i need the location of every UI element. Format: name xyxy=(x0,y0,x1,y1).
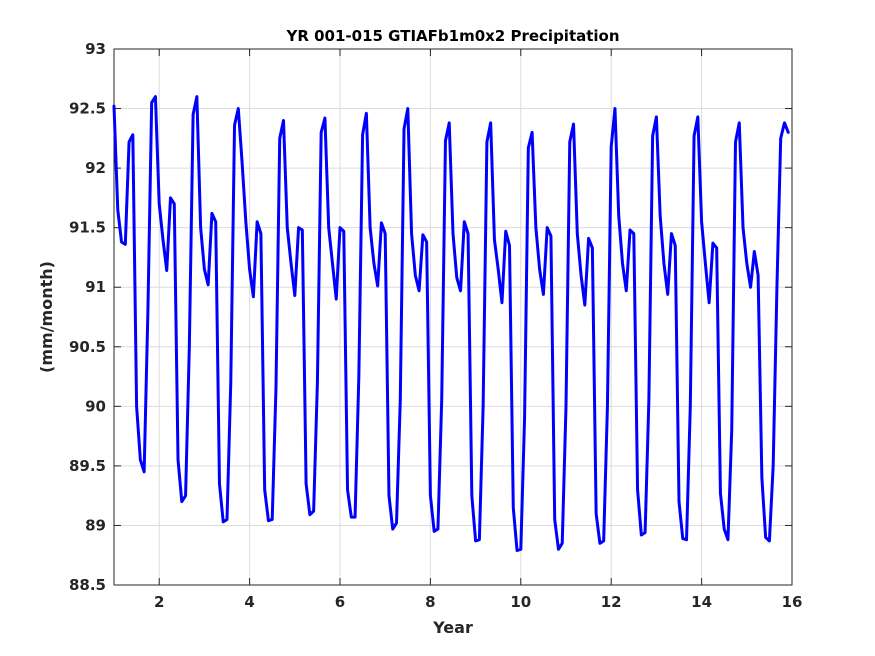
y-tick-label: 92 xyxy=(85,159,106,177)
x-tick-label: 16 xyxy=(782,593,803,611)
y-axis-label: (mm/month) xyxy=(37,261,56,373)
x-tick-label: 12 xyxy=(601,593,622,611)
series-layer xyxy=(112,95,790,552)
x-tick-label: 4 xyxy=(244,593,254,611)
axis-ticks xyxy=(114,48,793,586)
chart-title: YR 001-015 GTIAFb1m0x2 Precipitation xyxy=(285,27,619,45)
y-tick-label: 91 xyxy=(85,278,106,296)
x-tick-labels: 2 4 6 8 10 12 14 16 xyxy=(154,593,802,611)
y-tick-label: 90.5 xyxy=(69,338,106,356)
plot-frame xyxy=(113,48,793,586)
y-tick-label: 93 xyxy=(85,40,106,58)
x-tick-label: 10 xyxy=(510,593,531,611)
y-tick-label: 91.5 xyxy=(69,219,106,237)
x-axis-label: Year xyxy=(432,618,473,637)
x-tick-label: 14 xyxy=(691,593,712,611)
y-tick-label: 90 xyxy=(85,397,106,415)
y-tick-label: 89.5 xyxy=(69,457,106,475)
y-tick-label: 88.5 xyxy=(69,576,106,594)
y-tick-label: 92.5 xyxy=(69,100,106,118)
x-tick-label: 6 xyxy=(335,593,345,611)
y-tick-labels: 88.5 89 89.5 90 90.5 91 91.5 92 92.5 93 xyxy=(69,40,106,594)
y-tick-label: 89 xyxy=(85,516,106,534)
x-tick-label: 2 xyxy=(154,593,164,611)
precipitation-series-line xyxy=(112,95,790,552)
x-tick-label: 8 xyxy=(425,593,435,611)
